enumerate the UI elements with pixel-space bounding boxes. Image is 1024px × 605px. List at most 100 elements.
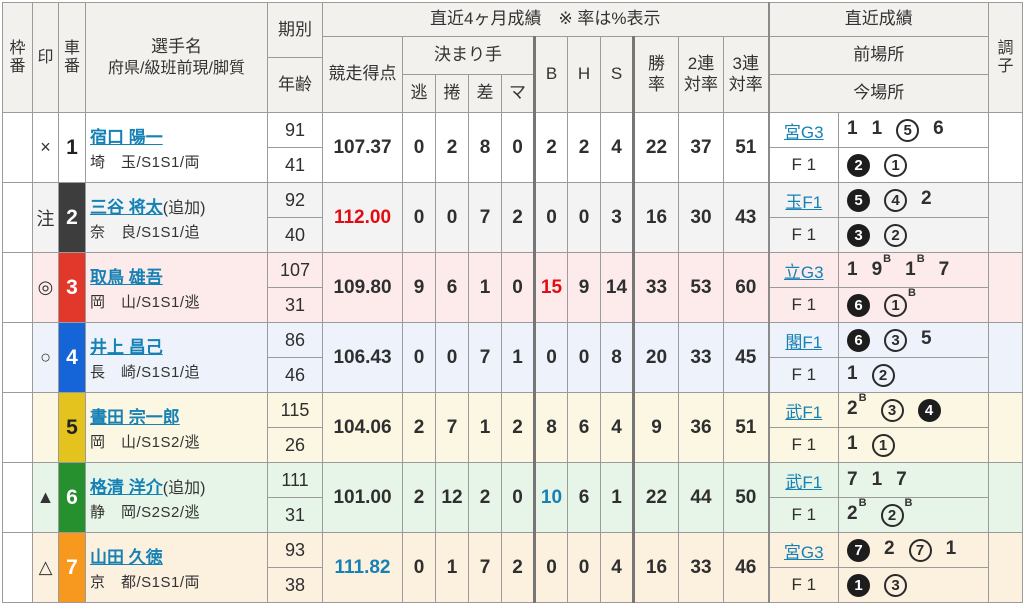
win-rate-cell: 33 — [632, 252, 679, 323]
h-count-cell: 0 — [567, 532, 601, 603]
win-rate-cell: 22 — [632, 462, 679, 533]
placing-number: 1 — [945, 538, 957, 560]
prev-place-link[interactable]: 宮G3 — [783, 122, 824, 142]
b-superscript: B — [916, 252, 925, 265]
col-header-makuri: 捲 — [435, 74, 469, 113]
result-token: 1 — [847, 363, 858, 385]
prev-place-header: 前場所 — [767, 36, 990, 75]
rider-name-link[interactable]: 晝田 宗一郎 — [90, 408, 180, 427]
placing-circle-black: 2 — [847, 153, 871, 177]
placing-circle-white: 2 — [871, 363, 895, 387]
result-token: 2 — [884, 538, 895, 560]
result-token: 6 — [847, 293, 871, 317]
s-count-cell: 4 — [600, 112, 634, 183]
age-cell: 31 — [267, 287, 323, 323]
result-token: 1 — [847, 118, 858, 140]
result-token: 2B — [880, 499, 913, 527]
rider-name-line: 格清 洋介(追加) — [90, 473, 267, 498]
placing-circle-black: 6 — [847, 328, 871, 352]
prev-place-link[interactable]: 武F1 — [785, 402, 823, 422]
prev-place-link[interactable]: 玉F1 — [785, 192, 823, 212]
h-count-cell: 0 — [567, 182, 601, 253]
frame-number-cell — [2, 392, 33, 463]
prev-place-link[interactable]: 武F1 — [785, 472, 823, 492]
result-token: 5 — [896, 118, 920, 142]
rider-name-link[interactable]: 三谷 将太 — [90, 198, 163, 217]
win-rate-cell: 16 — [632, 182, 679, 253]
prev-place-link[interactable]: 立G3 — [783, 262, 824, 282]
col-header-mark: 印 — [32, 2, 59, 113]
car-number-cell: 1 — [58, 112, 86, 183]
rider-cell: 格清 洋介(追加) 静 岡/S2S2/逃 — [85, 462, 268, 533]
kimarite-sashi-cell: 1 — [468, 252, 502, 323]
period-cell: 93 — [267, 532, 323, 568]
placing-number: 1 — [847, 433, 858, 455]
col-header-quinella-rate: 2連 対率 — [678, 36, 724, 113]
h-count-cell: 6 — [567, 392, 601, 463]
placing-circle-white: 1 — [884, 293, 908, 317]
win-rate-cell: 9 — [632, 392, 679, 463]
result-token: 1 — [872, 469, 883, 491]
rider-name-link[interactable]: 山田 久徳 — [90, 548, 163, 567]
col-header-frame-number: 枠番 — [2, 2, 33, 113]
b-count-cell: 0 — [533, 322, 568, 393]
age-cell: 31 — [267, 497, 323, 533]
quinella-rate-cell: 33 — [678, 532, 724, 603]
rider-info: 岡 山/S1S2/逃 — [90, 434, 201, 451]
placing-number: 2 — [847, 503, 858, 525]
cur-place-cell: F 1 — [767, 497, 840, 533]
result-token: 6 — [933, 118, 944, 140]
placing-circle-black: 6 — [847, 293, 871, 317]
prev-place-cell: 閣F1 — [767, 322, 840, 358]
result-token: 1 — [872, 118, 883, 140]
prev-place-link[interactable]: 宮G3 — [783, 542, 824, 562]
kimarite-ma-cell: 0 — [501, 112, 535, 183]
placing-circle-white: 5 — [896, 118, 920, 142]
result-token: 9B — [872, 254, 892, 281]
kimarite-makuri-cell: 12 — [435, 462, 469, 533]
s-count-cell: 14 — [600, 252, 634, 323]
placing-circle-black: 7 — [847, 538, 871, 562]
placing-number: 7 — [938, 259, 950, 280]
col-header-win-rate: 勝率 — [632, 36, 679, 113]
h-count-cell: 0 — [567, 322, 601, 393]
placing-circle-white: 3 — [884, 573, 908, 597]
placing-circle-black: 4 — [917, 398, 941, 422]
age-cell: 46 — [267, 357, 323, 393]
mark-cell: × — [32, 112, 59, 183]
age-header: 年齢 — [278, 74, 312, 94]
age-cell: 41 — [267, 147, 323, 183]
rider-name-link[interactable]: 取鳥 雄吾 — [90, 268, 163, 287]
rider-info: 埼 玉/S1S1/両 — [90, 154, 201, 171]
cur-place-cell: F 1 — [767, 147, 840, 183]
quinella-rate-cell: 36 — [678, 392, 724, 463]
kimarite-ma-cell: 2 — [501, 182, 535, 253]
age-cell: 26 — [267, 427, 323, 463]
placing-circle-black: 3 — [847, 223, 871, 247]
h-count-cell: 9 — [567, 252, 601, 323]
prev-place-link[interactable]: 閣F1 — [785, 332, 823, 352]
rider-cell: 井上 昌己長 崎/S1S1/追 — [85, 322, 268, 393]
prev-place-cell: 武F1 — [767, 462, 840, 498]
kimarite-nige-cell: 2 — [402, 392, 436, 463]
rider-header-line1: 選手名 — [151, 36, 202, 56]
rider-name-link[interactable]: 井上 昌己 — [90, 338, 163, 357]
col-header-score: 競走得点 — [322, 36, 403, 113]
condition-cell — [988, 252, 1024, 323]
kimarite-nige-cell: 0 — [402, 322, 436, 393]
kimarite-header: 決まり手 — [402, 36, 535, 75]
quinella-rate-cell: 37 — [678, 112, 724, 183]
placing-number: 1 — [871, 118, 883, 140]
s-count-cell: 3 — [600, 182, 634, 253]
rider-name-link[interactable]: 宿口 陽一 — [90, 128, 163, 147]
mark-cell: ▲ — [32, 462, 59, 533]
rider-row: ○ 4 井上 昌己長 崎/S1S1/追 86 106.43 0 0 7 1 0 0 8 20 33 45 閣F… — [2, 322, 1024, 393]
placing-circle-white: 3 — [880, 398, 904, 422]
win-rate-cell: 16 — [632, 532, 679, 603]
placing-circle-black: 1 — [847, 573, 871, 597]
cur-results-cell: 2B2B — [838, 497, 990, 533]
result-token: 6 — [847, 328, 871, 352]
rider-name-link[interactable]: 格清 洋介 — [90, 478, 163, 497]
col-header-h: H — [567, 36, 601, 113]
